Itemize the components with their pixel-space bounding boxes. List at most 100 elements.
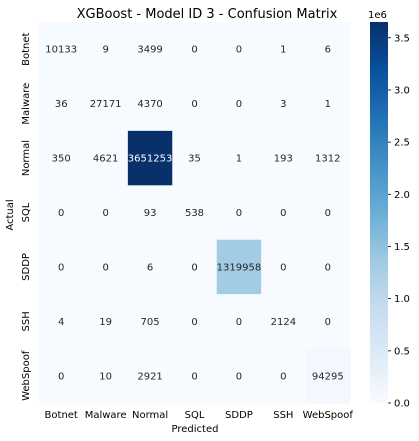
cell-value: 94295: [312, 371, 344, 382]
heatmap-cell: [127, 130, 173, 186]
cell-value: 0: [236, 208, 242, 219]
colorbar-tick-label: 3.5: [394, 33, 410, 44]
heatmap-cell: [172, 76, 218, 132]
heatmap-cell: [216, 130, 262, 186]
y-tick-label: Normal: [21, 140, 32, 176]
cell-value: 6: [325, 45, 331, 56]
chart-title: XGBoost - Model ID 3 - Confusion Matrix: [77, 7, 338, 22]
heatmap-cell: [261, 76, 307, 132]
x-tick-label: WebSpoof: [303, 410, 354, 421]
cell-value: 19: [99, 317, 112, 328]
cell-value: 350: [52, 154, 71, 165]
heatmap-cell: [127, 185, 173, 241]
cell-value: 0: [236, 317, 242, 328]
cell-value: 36: [55, 99, 68, 110]
heatmap-cell: [83, 239, 129, 295]
cell-value: 0: [191, 371, 197, 382]
heatmap-cell: [305, 185, 351, 241]
colorbar-scale-label: 1e6: [368, 10, 387, 21]
cell-value: 10: [99, 371, 112, 382]
heatmap-cell: [127, 76, 173, 132]
cell-value: 3: [280, 99, 286, 110]
y-tick-label: SQL: [21, 202, 32, 222]
colorbar: [370, 22, 388, 403]
y-tick-label: WebSpoof: [21, 350, 32, 401]
x-tick-label: Malware: [85, 410, 127, 421]
cell-value: 1312: [315, 154, 340, 165]
heatmap-cell: [216, 185, 262, 241]
heatmap-cell: [39, 130, 84, 186]
heatmap-cell: [261, 294, 307, 350]
cell-value: 193: [274, 154, 293, 165]
cell-value: 0: [325, 317, 331, 328]
heatmap-cell: [216, 76, 262, 132]
colorbar-tick-label: 0.0: [394, 399, 410, 410]
cell-value: 3499: [137, 45, 162, 56]
heatmap-cell: [83, 22, 129, 77]
heatmap-cell: [305, 22, 351, 77]
heatmap-cell: [172, 239, 218, 295]
heatmap-cell: [172, 130, 218, 186]
y-tick-label: SSH: [21, 311, 32, 331]
colorbar-tick-label: 0.5: [394, 346, 410, 357]
heatmap-cell: [39, 22, 84, 77]
heatmap-cell: [305, 76, 351, 132]
cell-value: 1319958: [217, 262, 262, 273]
y-tick-label: SDDP: [21, 253, 32, 281]
x-tick-label: SQL: [185, 410, 205, 421]
cell-value: 0: [102, 208, 108, 219]
heatmap-cell: [83, 294, 129, 350]
heatmap-cell: [83, 185, 129, 241]
cell-value: 0: [191, 99, 197, 110]
cell-value: 4: [58, 317, 64, 328]
cell-value: 0: [191, 317, 197, 328]
heatmap-cell: [83, 130, 129, 186]
heatmap-cell: [261, 22, 307, 77]
heatmap-cell: [261, 130, 307, 186]
heatmap-cell: [127, 294, 173, 350]
heatmap-cell: [83, 348, 129, 404]
cell-value: 35: [188, 154, 201, 165]
cell-value: 0: [325, 208, 331, 219]
heatmap-cell: [172, 294, 218, 350]
heatmap-cell: [216, 294, 262, 350]
cell-value: 4370: [137, 99, 162, 110]
cell-value: 6: [147, 262, 153, 273]
cell-value: 0: [325, 262, 331, 273]
heatmap-cell: [39, 76, 84, 132]
cell-value: 93: [144, 208, 157, 219]
cell-value: 538: [185, 208, 204, 219]
heatmap-cell: [216, 348, 262, 404]
heatmap-cell: [83, 76, 129, 132]
cell-value: 1: [325, 99, 331, 110]
heatmap-cell: [305, 294, 351, 350]
y-tick-label: Botnet: [21, 32, 32, 65]
heatmap-cell: [305, 130, 351, 186]
cell-value: 0: [280, 208, 286, 219]
colorbar-tick-label: 2.5: [394, 138, 410, 149]
heatmap-cell: [305, 239, 351, 295]
y-axis-label: Actual: [5, 199, 16, 230]
y-tick-label: Malware: [21, 83, 32, 125]
x-tick-label: SSH: [273, 410, 293, 421]
cell-value: 0: [58, 208, 64, 219]
cell-value: 1: [236, 154, 242, 165]
cell-value: 0: [280, 262, 286, 273]
cell-value: 0: [191, 262, 197, 273]
colorbar-tick-label: 2.0: [394, 190, 410, 201]
cell-value: 4621: [93, 154, 118, 165]
cell-value: 0: [58, 371, 64, 382]
cell-value: 0: [236, 45, 242, 56]
heatmap-cell: [172, 348, 218, 404]
heatmap-cell: [261, 348, 307, 404]
cell-value: 0: [102, 262, 108, 273]
heatmap-cell: [127, 22, 173, 77]
x-axis-label: Predicted: [172, 424, 219, 435]
cell-value: 0: [191, 45, 197, 56]
cell-value: 3651253: [128, 154, 173, 165]
heatmap-cell: [305, 348, 351, 404]
heatmap-cell: [216, 239, 262, 295]
colorbar-tick-label: 1.0: [394, 294, 410, 305]
